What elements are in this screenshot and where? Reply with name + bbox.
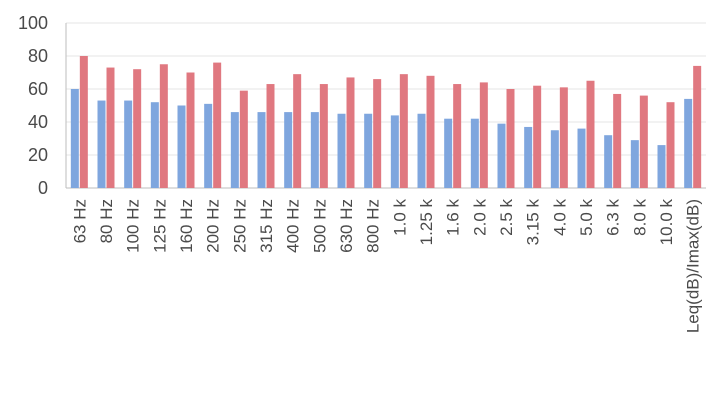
bar-series-1 <box>524 126 533 188</box>
x-tick-label: 1.0 k <box>390 199 409 236</box>
bar-series-1 <box>444 118 453 188</box>
bar-series-1 <box>577 128 586 188</box>
x-tick-label: 3.15 k <box>524 199 543 246</box>
x-tick-label: 630 Hz <box>337 199 356 253</box>
bar-series-2 <box>453 84 462 188</box>
x-tick-label: 1.25 k <box>417 199 436 246</box>
axis-layer <box>65 23 706 189</box>
bar-series-1 <box>230 112 239 188</box>
bar-series-2 <box>186 72 195 188</box>
y-tick-label: 80 <box>28 46 48 66</box>
x-tick-label: 1.6 k <box>444 199 463 236</box>
bar-series-2 <box>346 77 355 188</box>
y-tick-label: 60 <box>28 79 48 99</box>
bar-series-2 <box>266 84 275 188</box>
bar-series-2 <box>666 102 675 188</box>
bar-series-1 <box>70 89 79 188</box>
bar-series-1 <box>684 98 693 188</box>
y-tick-label: 0 <box>38 178 48 198</box>
bar-series-2 <box>159 64 168 188</box>
bar-series-2 <box>533 85 542 188</box>
bar-series-2 <box>586 80 595 188</box>
x-tick-label: 500 Hz <box>310 199 329 253</box>
x-tick-label: 6.3 k <box>604 199 623 236</box>
y-tick-label: 100 <box>18 13 48 33</box>
bar-series-1 <box>657 145 666 188</box>
bar-series-1 <box>337 113 346 188</box>
bar-series-2 <box>559 87 568 188</box>
bar-series-1 <box>257 112 266 188</box>
bar-series-1 <box>364 113 373 188</box>
y-axis-tick-labels: 0 20 40 60 80 100 <box>18 13 48 198</box>
x-tick-label: 8.0 k <box>630 199 649 236</box>
bar-series-1 <box>124 100 133 188</box>
x-tick-label: 2.5 k <box>497 199 516 236</box>
x-tick-label: 80 Hz <box>97 199 116 243</box>
x-tick-label: 4.0 k <box>550 199 569 236</box>
x-tick-label: 10.0 k <box>657 199 676 246</box>
bar-series-2 <box>479 82 488 188</box>
bar-series-2 <box>373 79 382 188</box>
x-tick-label: 315 Hz <box>257 199 276 253</box>
bar-series-1 <box>150 102 159 188</box>
bar-series-1 <box>417 113 426 188</box>
bar-series-2 <box>426 75 435 188</box>
bar-series-2 <box>399 74 408 188</box>
x-tick-label: 200 Hz <box>204 199 223 253</box>
x-tick-label: 2.0 k <box>470 199 489 236</box>
x-tick-label: Leq(dB)/Imax(dB) <box>684 199 703 333</box>
bar-series-2 <box>213 62 222 188</box>
bar-series-1 <box>310 112 319 188</box>
bar-series-1 <box>497 123 506 188</box>
x-tick-label: 5.0 k <box>577 199 596 236</box>
bar-series-1 <box>204 103 213 188</box>
bar-series-1 <box>284 112 293 188</box>
x-axis-category-labels: 63 Hz 80 Hz 100 Hz 125 Hz 160 Hz 200 Hz 250 Hz… <box>70 199 702 334</box>
bars-layer <box>70 56 702 188</box>
bar-series-1 <box>550 130 559 188</box>
x-tick-label: 100 Hz <box>124 199 143 253</box>
bar-series-1 <box>604 135 613 188</box>
x-tick-label: 125 Hz <box>150 199 169 253</box>
bar-series-2 <box>693 65 702 188</box>
bar-series-2 <box>319 84 328 188</box>
x-tick-label: 800 Hz <box>364 199 383 253</box>
bar-series-2 <box>239 90 248 188</box>
y-tick-label: 40 <box>28 112 48 132</box>
bar-series-2 <box>639 95 648 188</box>
bar-series-2 <box>293 74 302 188</box>
x-tick-label: 160 Hz <box>177 199 196 253</box>
x-tick-label: 63 Hz <box>70 199 89 243</box>
bar-series-2 <box>79 56 88 188</box>
bar-series-2 <box>506 89 515 188</box>
x-tick-label: 400 Hz <box>284 199 303 253</box>
bar-series-2 <box>106 67 115 188</box>
bar-series-1 <box>470 118 479 188</box>
bar-series-1 <box>630 140 639 188</box>
bar-series-2 <box>613 93 622 188</box>
y-tick-label: 20 <box>28 145 48 165</box>
bar-series-1 <box>390 115 399 188</box>
bar-series-1 <box>97 100 106 188</box>
bar-series-2 <box>133 69 142 188</box>
bar-series-1 <box>177 105 186 188</box>
grid-layer <box>66 22 706 156</box>
x-tick-label: 250 Hz <box>230 199 249 253</box>
